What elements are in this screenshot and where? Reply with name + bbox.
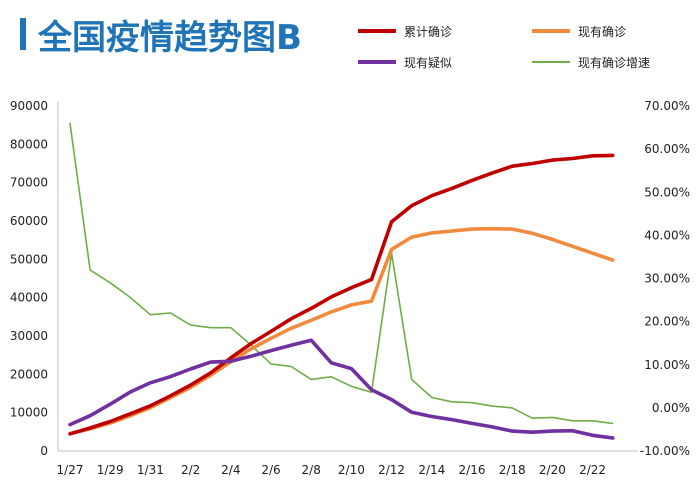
y-left-tick-label: 80000	[10, 137, 48, 151]
y-left-tick-label: 70000	[10, 176, 48, 190]
y-right-tick-label: 60.00%	[644, 142, 690, 156]
x-tick-label: 2/20	[539, 463, 566, 477]
x-tick-label: 2/12	[378, 463, 405, 477]
y-right-tick-label: 50.00%	[644, 185, 690, 199]
series-line-3	[69, 122, 614, 425]
y-left-tick-label: 10000	[10, 406, 48, 420]
series-line-2	[68, 338, 615, 440]
x-tick-label: 2/14	[418, 463, 445, 477]
x-tick-label: 2/6	[261, 463, 280, 477]
series-layer	[68, 122, 615, 440]
legend-label-3: 现有确诊增速	[578, 56, 650, 70]
y-right-tick-label: -10.00%	[640, 444, 690, 458]
y-left-tick-label: 30000	[10, 329, 48, 343]
series-line-0	[68, 153, 615, 436]
legend-label-0: 累计确诊	[404, 25, 452, 39]
legend-label-2: 现有疑似	[404, 55, 452, 70]
y-left-tick-label: 50000	[10, 252, 48, 266]
legend: 累计确诊 现有确诊 现有疑似 现有确诊增速	[358, 25, 650, 70]
x-tick-label: 2/2	[181, 463, 200, 477]
chart-title: 全国疫情趋势图B	[37, 18, 302, 58]
x-tick-label: 2/18	[499, 463, 526, 477]
x-tick-label: 1/27	[57, 463, 84, 477]
x-tick-label: 1/29	[97, 463, 124, 477]
axes-layer: 0 10000 20000 30000 40000 50000 60000 70000 8000…	[10, 99, 690, 477]
y-right-tick-label: 10.00%	[644, 358, 690, 372]
y-right-tick-label: 70.00%	[644, 99, 690, 113]
y-left-tick-label: 90000	[10, 99, 48, 113]
y-right-tick-label: 20.00%	[644, 315, 690, 329]
y-left-tick-label: 40000	[10, 291, 48, 305]
x-tick-label: 2/22	[579, 463, 606, 477]
y-left-tick-label: 60000	[10, 214, 48, 228]
y-right-tick-label: 0.00%	[652, 401, 690, 415]
title-accent-bar	[20, 18, 26, 50]
legend-label-1: 现有确诊	[578, 25, 626, 39]
y-left-tick-label: 20000	[10, 367, 48, 381]
y-right-tick-label: 40.00%	[644, 228, 690, 242]
x-tick-label: 2/8	[302, 463, 321, 477]
y-left-tick-label: 0	[40, 444, 48, 458]
x-tick-label: 2/10	[338, 463, 365, 477]
x-tick-label: 1/31	[137, 463, 164, 477]
x-tick-label: 2/4	[221, 463, 240, 477]
series-line-1	[68, 226, 615, 436]
x-tick-label: 2/16	[459, 463, 486, 477]
y-right-tick-label: 30.00%	[644, 272, 690, 286]
